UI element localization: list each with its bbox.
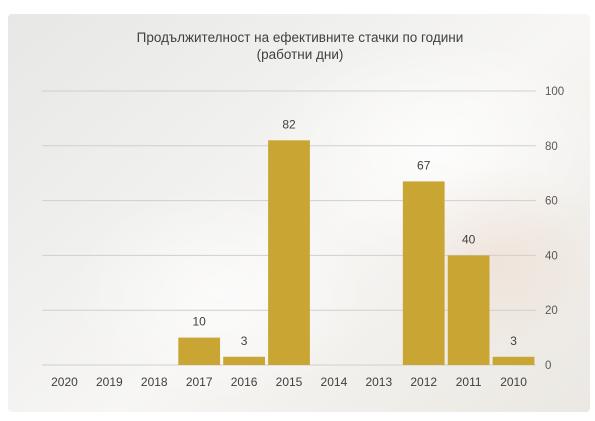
bar-2011 xyxy=(447,255,490,365)
data-label-2012: 67 xyxy=(417,158,431,172)
bar-2010 xyxy=(492,356,535,365)
bar-2012 xyxy=(402,181,445,365)
y-tick-label: 40 xyxy=(545,250,558,262)
x-tick-label: 2017 xyxy=(186,375,213,389)
x-tick-label: 2016 xyxy=(231,375,258,389)
x-axis-ticks: 2020 2019 2018 2017 2016 2015 2014 2013 2012 2011… xyxy=(51,375,527,389)
data-label-2017: 10 xyxy=(193,315,207,329)
y-tick-label: 60 xyxy=(545,196,558,208)
bar-2017 xyxy=(178,337,221,365)
data-label-2016: 3 xyxy=(241,334,248,348)
bar-2015 xyxy=(268,140,310,365)
x-tick-label: 2013 xyxy=(365,375,392,389)
data-label-2011: 40 xyxy=(462,232,476,246)
data-label-2010: 3 xyxy=(510,334,517,348)
data-labels: 10 3 82 67 40 3 xyxy=(193,117,518,347)
y-tick-label: 100 xyxy=(545,86,564,98)
x-tick-label: 2011 xyxy=(456,375,482,389)
bar-2016 xyxy=(223,356,265,365)
data-label-2015: 82 xyxy=(282,117,296,131)
x-tick-label: 2019 xyxy=(96,375,123,389)
y-tick-label: 20 xyxy=(545,305,558,317)
chart-title-block: Продължителност на ефективните стачки по… xyxy=(90,29,510,63)
x-tick-label: 2018 xyxy=(141,375,168,389)
x-tick-label: 2014 xyxy=(321,375,348,389)
y-axis-ticks: 0 20 40 60 80 100 xyxy=(545,86,564,372)
bars xyxy=(178,140,535,365)
chart-title: Продължителност на ефективните стачки по… xyxy=(136,30,464,45)
x-tick-label: 2010 xyxy=(500,375,527,389)
x-tick-label: 2020 xyxy=(51,375,78,389)
y-tick-label: 80 xyxy=(545,141,558,153)
chart-subtitle: (работни дни) xyxy=(256,47,344,62)
x-tick-label: 2015 xyxy=(276,375,303,389)
y-tick-label: 0 xyxy=(545,360,551,372)
x-tick-label: 2012 xyxy=(410,375,437,389)
